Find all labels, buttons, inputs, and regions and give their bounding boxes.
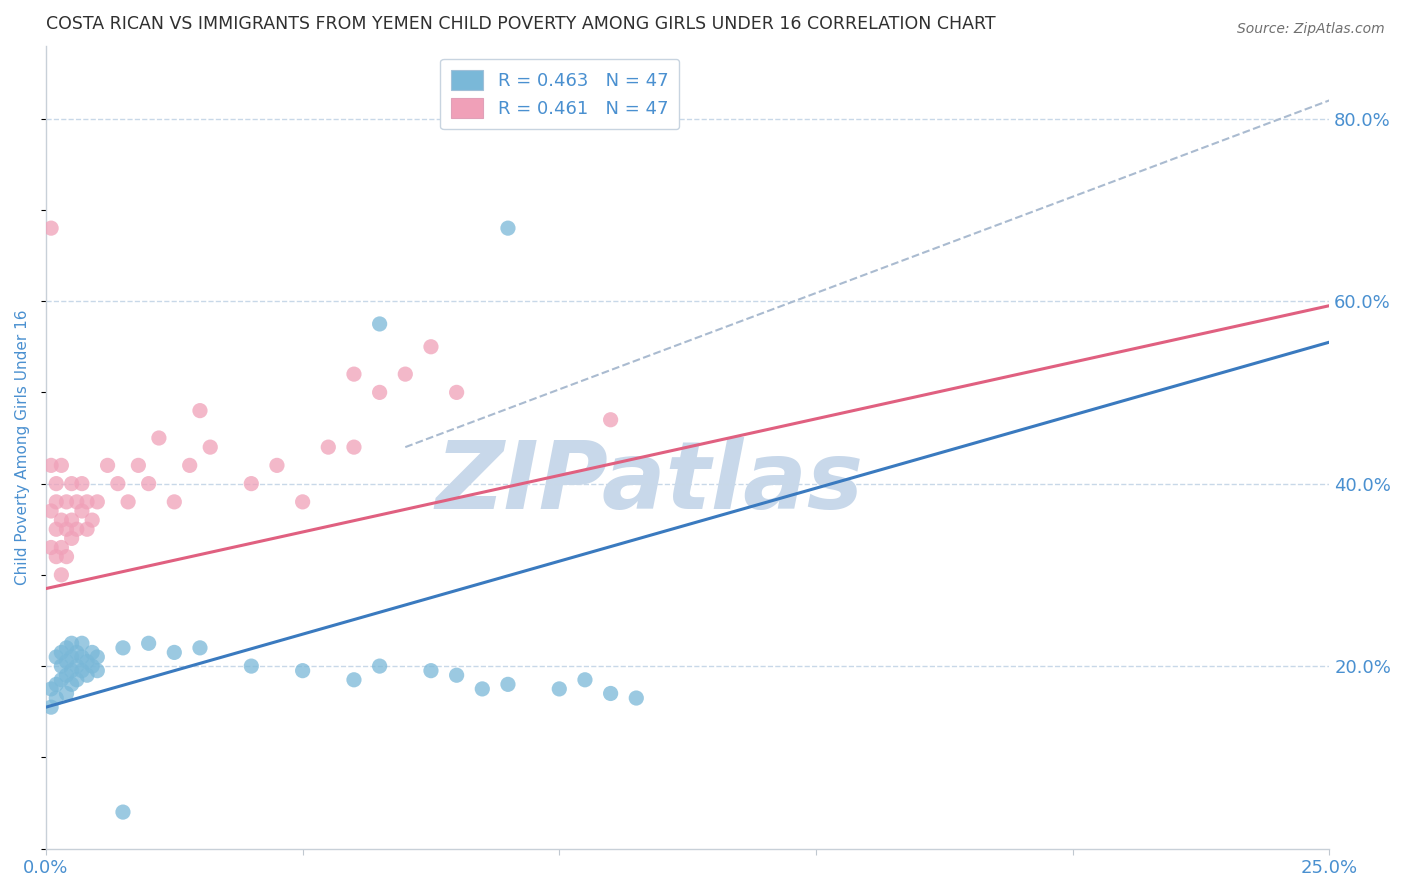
Point [70, 476, 93, 491]
Point [66, 522, 89, 536]
Point [51, 673, 73, 687]
Point [163, 495, 186, 509]
Point [45, 522, 67, 536]
Point [39, 700, 62, 714]
Point [70, 664, 93, 678]
Point [86, 495, 108, 509]
Point [55, 686, 77, 700]
Point [97, 458, 120, 473]
Point [138, 636, 160, 650]
Point [599, 686, 621, 700]
Text: COSTA RICAN VS IMMIGRANTS FROM YEMEN CHILD POVERTY AMONG GIRLS UNDER 16 CORRELAT: COSTA RICAN VS IMMIGRANTS FROM YEMEN CHI… [46, 15, 995, 33]
Point [55, 668, 77, 682]
Text: Source: ZipAtlas.com: Source: ZipAtlas.com [1237, 22, 1385, 37]
Point [86, 650, 108, 665]
Point [446, 385, 468, 400]
Point [148, 431, 170, 445]
Point [60, 677, 83, 691]
Point [111, 805, 134, 819]
Point [66, 495, 89, 509]
Point [45, 549, 67, 564]
Point [117, 495, 139, 509]
Point [179, 458, 201, 473]
Point [471, 681, 494, 696]
Point [343, 673, 366, 687]
Point [82, 645, 104, 659]
Point [626, 691, 648, 706]
Point [76, 495, 98, 509]
Point [240, 659, 263, 673]
Point [60, 650, 83, 665]
Point [76, 655, 98, 669]
Point [496, 221, 519, 235]
Point [51, 567, 73, 582]
Point [55, 640, 77, 655]
Point [66, 659, 89, 673]
Text: ZIPatlas: ZIPatlas [434, 437, 863, 529]
Point [45, 650, 67, 665]
Point [51, 645, 73, 659]
Point [51, 458, 73, 473]
Point [70, 504, 93, 518]
Point [316, 440, 339, 454]
Point [66, 645, 89, 659]
Point [82, 513, 104, 527]
Point [55, 522, 77, 536]
Point [51, 659, 73, 673]
Point [60, 476, 83, 491]
Point [39, 458, 62, 473]
Point [39, 681, 62, 696]
Point [188, 403, 211, 417]
Point [82, 659, 104, 673]
Point [70, 650, 93, 665]
Point [107, 476, 129, 491]
Point [39, 504, 62, 518]
Point [60, 513, 83, 527]
Point [599, 413, 621, 427]
Point [548, 681, 571, 696]
Point [266, 458, 288, 473]
Point [39, 541, 62, 555]
Point [55, 495, 77, 509]
Point [343, 367, 366, 381]
Point [394, 367, 416, 381]
Point [200, 440, 222, 454]
Point [291, 664, 314, 678]
Point [86, 664, 108, 678]
Point [111, 640, 134, 655]
Point [368, 385, 391, 400]
Point [188, 640, 211, 655]
Point [45, 677, 67, 691]
Point [368, 659, 391, 673]
Point [60, 636, 83, 650]
Point [240, 476, 263, 491]
Point [45, 691, 67, 706]
Point [420, 664, 443, 678]
Point [368, 317, 391, 331]
Point [51, 541, 73, 555]
Point [163, 645, 186, 659]
Point [76, 522, 98, 536]
Point [55, 655, 77, 669]
Point [446, 668, 468, 682]
Point [70, 636, 93, 650]
Point [39, 221, 62, 235]
Point [574, 673, 596, 687]
Point [127, 458, 149, 473]
Point [60, 664, 83, 678]
Point [291, 495, 314, 509]
Point [66, 673, 89, 687]
Point [45, 476, 67, 491]
Legend: R = 0.463   N = 47, R = 0.461   N = 47: R = 0.463 N = 47, R = 0.461 N = 47 [440, 59, 679, 129]
Y-axis label: Child Poverty Among Girls Under 16: Child Poverty Among Girls Under 16 [15, 310, 30, 585]
Point [45, 495, 67, 509]
Point [138, 476, 160, 491]
Point [51, 513, 73, 527]
Point [76, 668, 98, 682]
Point [496, 677, 519, 691]
Point [343, 440, 366, 454]
Point [55, 549, 77, 564]
Point [420, 340, 443, 354]
Point [60, 532, 83, 546]
